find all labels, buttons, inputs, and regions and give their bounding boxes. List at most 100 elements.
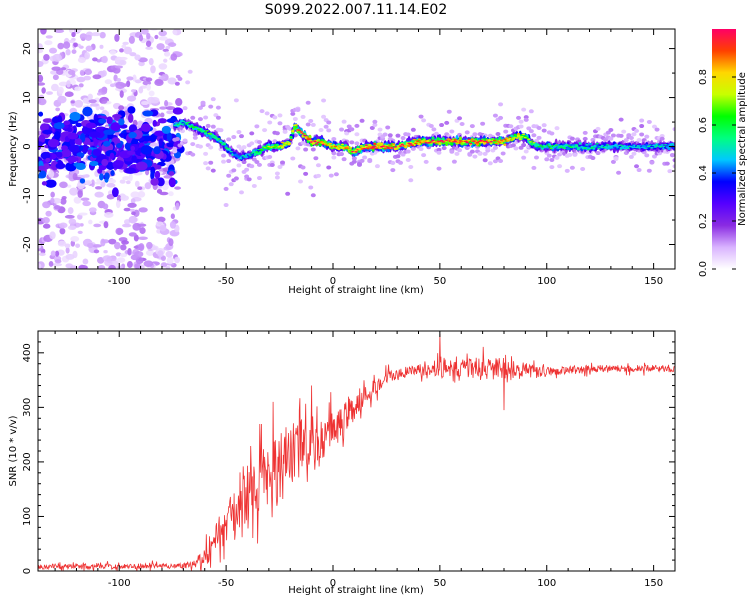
- spectrogram-halo-cell: [236, 163, 242, 168]
- spectrogram-ridge-cell: [540, 147, 545, 150]
- spectrogram-halo-cell: [223, 203, 229, 208]
- spectrogram-ridge-cell: [376, 144, 380, 146]
- spectrogram-ridge-cell: [308, 138, 312, 140]
- spectrogram-speckle-cell: [94, 181, 102, 185]
- spectrogram-speckle-cell: [97, 264, 106, 269]
- spectrogram-halo-cell: [659, 133, 665, 138]
- spectrogram-halo-cell: [634, 164, 640, 169]
- spectrogram-halo-cell: [218, 128, 224, 133]
- spectrogram-ridge-cell: [279, 145, 283, 147]
- spectrogram-halo-cell: [305, 122, 311, 127]
- spectrogram-halo-cell: [259, 109, 265, 114]
- spectrogram-ridge-cell: [484, 140, 488, 142]
- spectrogram-halo-cell: [226, 137, 232, 142]
- spectrogram-halo-cell: [197, 144, 203, 149]
- spectrogram-ridge-cell: [499, 139, 504, 141]
- spectrogram-ridge-cell: [313, 140, 317, 143]
- spectrogram-ridge-cell: [537, 146, 541, 148]
- spectrogram-halo-cell: [644, 153, 650, 158]
- spectrogram-ridge-cell: [246, 153, 250, 155]
- spectrogram-halo-cell: [233, 176, 239, 181]
- spectrogram-halo-cell: [341, 119, 347, 124]
- spectrogram-ridge-cell: [311, 142, 315, 144]
- spectrogram-ridge-cell: [359, 144, 363, 147]
- spectrogram-halo-cell: [197, 105, 203, 110]
- spectrogram-halo-cell: [431, 127, 437, 132]
- spectrogram-halo-cell: [672, 127, 675, 132]
- spectrogram-ridge-cell: [335, 147, 339, 149]
- spectrogram-ridge-cell: [619, 144, 623, 146]
- spectrogram-speckle-cell: [115, 200, 121, 209]
- spectrogram-ridge-cell: [590, 147, 594, 149]
- spectrogram-band-cell: [38, 134, 46, 144]
- spectrogram-speckle-cell: [143, 260, 154, 268]
- spectrogram-ridge-cell: [301, 133, 305, 135]
- spectrogram-ridge-cell: [539, 144, 543, 146]
- spectrogram-speckle-cell: [156, 216, 166, 223]
- spectrogram-band-cell: [57, 115, 63, 125]
- spectrogram-speckle-cell: [65, 253, 75, 260]
- colorbar-fill: [712, 29, 736, 269]
- spectrogram-ridge-cell: [280, 145, 285, 149]
- spectrogram-speckle-cell: [64, 243, 71, 249]
- spectrogram-band-cell: [109, 152, 115, 160]
- spectrogram-speckle-cell: [119, 90, 124, 98]
- spectrogram-ridge-cell: [294, 125, 298, 129]
- colorbar-ticks: 0.0 0.2 0.4 0.6 0.8: [698, 69, 736, 277]
- spectrogram-speckle-cell: [91, 32, 101, 37]
- spectrogram-ridge-cell: [539, 145, 543, 149]
- spectrogram-band-cell: [155, 170, 160, 180]
- spectrogram-halo-cell: [541, 123, 547, 128]
- spectrogram-speckle-cell: [41, 87, 46, 94]
- spectrogram-speckle-cell: [163, 58, 168, 63]
- spectrogram-ridge-cell: [578, 142, 582, 145]
- spectrogram-speckle-cell: [55, 107, 61, 112]
- spectrogram-halo-cell: [223, 186, 229, 191]
- spectrogram-speckle-cell: [57, 240, 67, 247]
- spectrogram-halo-cell: [405, 132, 411, 137]
- spectrogram-band-cell: [51, 116, 60, 124]
- spectrogram-halo-cell: [326, 128, 332, 133]
- spectrogram-halo-cell: [231, 168, 237, 173]
- spectrogram-speckle-cell: [93, 223, 102, 228]
- spectrogram-band-cell: [140, 145, 153, 155]
- spectrogram-speckle-cell: [158, 206, 164, 212]
- spectrogram-halo-cell: [367, 157, 373, 162]
- spectrogram-halo-cell: [636, 138, 642, 143]
- spectrogram-band-cell: [154, 130, 165, 137]
- spectrogram-halo-cell: [305, 100, 311, 105]
- spectrogram-halo-cell: [508, 124, 514, 129]
- spectrogram-speckle-cell: [129, 208, 136, 213]
- spectrogram-speckle-cell: [78, 212, 88, 216]
- spectrogram-speckle-cell: [60, 197, 67, 205]
- spectrogram-ridge-cell: [255, 151, 259, 153]
- spectrogram-band-cell: [56, 151, 63, 158]
- spectrogram-speckle-cell: [118, 56, 128, 61]
- spectrogram-speckle-cell: [129, 52, 137, 57]
- spectrogram-ridge-cell: [556, 147, 560, 149]
- spectrogram-speckle-cell: [64, 214, 75, 219]
- spectrogram-ridge-cell: [203, 131, 208, 133]
- spectrogram-speckle-cell: [119, 253, 128, 258]
- spectrogram-band-cell: [38, 141, 43, 147]
- spectrogram-ridge-cell: [195, 126, 199, 129]
- spectrogram-ridge-cell: [174, 122, 179, 124]
- spectrogram-halo-cell: [269, 162, 275, 167]
- spectrogram-speckle-cell: [128, 35, 135, 44]
- spectrogram-band-cell: [98, 118, 107, 124]
- spectrogram-halo-cell: [238, 134, 244, 139]
- spectrogram-halo-cell: [533, 155, 539, 160]
- spectrogram-halo-cell: [354, 123, 360, 128]
- spectrogram-halo-cell: [418, 114, 424, 119]
- spectrogram-halo-cell: [667, 169, 673, 174]
- spectrogram-speckle-cell: [73, 42, 78, 48]
- spectrogram-speckle-cell: [69, 187, 79, 196]
- spectrogram-speckle-cell: [158, 76, 166, 80]
- spectrogram-band-cell: [87, 149, 93, 156]
- spectrogram-speckle-cell: [146, 84, 151, 91]
- spectrogram-band-cell: [99, 173, 104, 181]
- spectrogram-speckle-cell: [68, 39, 75, 44]
- spectrogram-halo-cell: [526, 126, 532, 131]
- spectrogram-band-cell: [54, 131, 61, 140]
- spectrogram-halo-cell: [297, 179, 303, 184]
